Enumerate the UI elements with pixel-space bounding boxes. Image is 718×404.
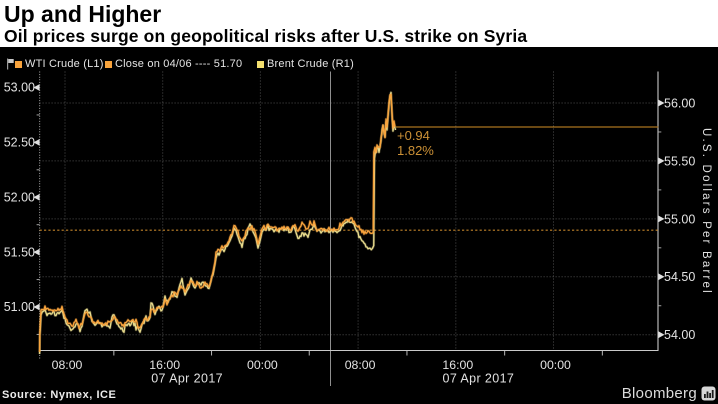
- left-axis-tick-label: 53.00: [4, 81, 35, 95]
- right-axis-tick-label: 56.00: [664, 96, 695, 110]
- chart-header: Up and Higher Oil prices surge on geopol…: [0, 0, 718, 47]
- right-axis-tick-wedge: [658, 99, 665, 107]
- right-axis-tick-wedge: [658, 331, 665, 339]
- right-axis-tick-label: 54.00: [664, 328, 695, 342]
- left-axis-tick-wedge: [33, 248, 40, 256]
- legend-item-close[interactable]: Close on 04/06 ---- 51.70: [105, 57, 242, 71]
- x-axis-date-label: 07 Apr 2017: [151, 372, 223, 386]
- tracker-flag-icon: [7, 58, 14, 70]
- left-axis-tick-label: 51.50: [4, 245, 35, 259]
- brent-swatch-icon: [257, 60, 264, 68]
- right-axis-tick-wedge: [658, 157, 665, 165]
- flag-pole: [7, 58, 9, 70]
- flag-banner: [8, 59, 14, 63]
- right-axis-title: U.S. Dollars Per Barrel: [700, 128, 712, 295]
- left-axis-tick-label: 52.00: [4, 190, 35, 204]
- chart-subtitle: Oil prices surge on geopolitical risks a…: [4, 26, 528, 46]
- close-swatch-icon: [105, 60, 112, 68]
- x-axis-tick-label: 00:00: [247, 358, 278, 372]
- left-axis-tick-wedge: [33, 303, 40, 311]
- left-axis-tick-label: 51.00: [4, 300, 35, 314]
- price-change-value: +0.94: [397, 128, 430, 143]
- left-axis-tick-wedge: [33, 84, 40, 91]
- right-axis-tick-label: 54.50: [664, 270, 695, 284]
- legend-label-brent: Brent Crude (R1): [267, 58, 354, 70]
- x-axis-date-label: 07 Apr 2017: [442, 372, 514, 386]
- chart-title: Up and Higher: [4, 1, 162, 27]
- x-axis-tick-label: 08:00: [345, 358, 376, 372]
- legend-item-brent[interactable]: Brent Crude (R1): [257, 57, 354, 71]
- x-axis-tick-label: 00:00: [540, 358, 571, 372]
- x-axis-tick-label: 08:00: [52, 358, 83, 372]
- left-axis-tick-wedge: [33, 138, 40, 146]
- left-axis-tick-label: 52.50: [4, 136, 35, 150]
- x-axis-tick-label: 16:00: [149, 358, 180, 372]
- right-axis-tick-wedge: [658, 273, 665, 281]
- bloomberg-wordmark: Bloomberg: [621, 385, 697, 402]
- bloomberg-logo-icon: [701, 386, 716, 401]
- wti-series-line: [38, 93, 396, 353]
- wti-swatch-icon: [15, 60, 22, 68]
- logo-bar: [711, 390, 714, 398]
- chart-legend: WTI Crude (L1) Close on 04/06 ---- 51.70…: [0, 57, 718, 71]
- left-axis-tick-wedge: [33, 193, 40, 201]
- right-axis-tick-wedge: [658, 215, 665, 223]
- legend-label-close: Close on 04/06 ---- 51.70: [115, 58, 243, 70]
- price-change-percent: 1.82%: [397, 143, 434, 158]
- right-axis-tick-label: 55.00: [664, 212, 695, 226]
- last-price-annotation: +0.94 1.82%: [397, 128, 434, 158]
- legend-label-wti: WTI Crude (L1): [25, 58, 104, 70]
- source-note: Source: Nymex, ICE: [2, 389, 117, 401]
- logo-bar: [704, 394, 706, 398]
- logo-bar: [709, 393, 711, 398]
- x-axis-tick-label: 16:00: [442, 358, 473, 372]
- brent-series-line: [38, 91, 397, 355]
- logo-bar: [706, 391, 709, 398]
- right-axis-tick-label: 55.50: [664, 154, 695, 168]
- legend-item-wti[interactable]: WTI Crude (L1): [15, 57, 104, 71]
